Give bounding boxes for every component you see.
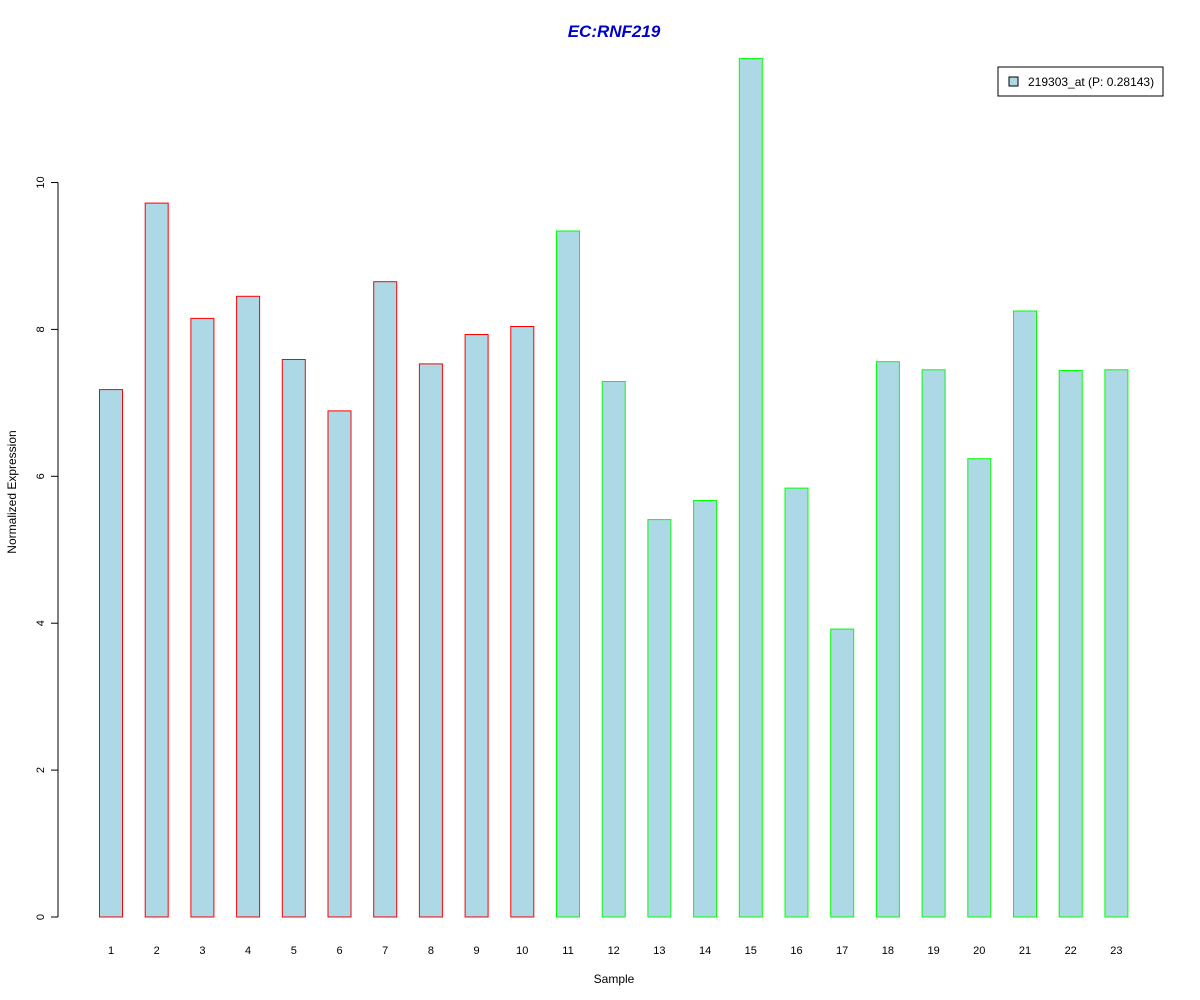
bar-sample-17 [830,628,855,918]
x-tick-label: 22 [1065,945,1077,957]
bar-sample-9 [464,334,489,918]
bar-sample-16 [784,487,809,918]
bar-sample-13 [647,519,672,918]
legend-box [997,66,1164,97]
bar-sample-12 [601,381,626,918]
bar-sample-7 [373,281,398,918]
bar-sample-20 [967,458,992,918]
bar-sample-6 [327,410,352,918]
bar-sample-21 [1013,310,1037,918]
y-axis-title: Normalized Expression [5,430,19,553]
x-tick-label: 3 [199,945,205,957]
bar-sample-10 [510,326,535,918]
legend-swatch [1008,76,1019,87]
y-tick-label: 4 [35,620,47,626]
bar-sample-4 [236,295,261,918]
legend: 219303_at (P: 0.28143) [997,66,1164,97]
x-tick-label: 21 [1019,945,1031,957]
x-tick-label: 1 [108,945,114,957]
x-tick-label: 17 [836,945,848,957]
bar-sample-5 [281,359,306,918]
x-tick-label: 16 [790,945,802,957]
bar-sample-1 [99,389,123,918]
bar-sample-19 [921,369,946,918]
x-tick-label: 7 [382,945,388,957]
x-tick-label: 20 [973,945,985,957]
x-tick-label: 6 [336,945,342,957]
x-tick-label: 4 [245,945,251,957]
x-tick-label: 14 [699,945,711,957]
x-tick-label: 8 [428,945,434,957]
bar-sample-11 [556,230,580,918]
bar-sample-3 [190,317,215,918]
x-tick-label: 19 [927,945,939,957]
bar-sample-14 [693,500,718,918]
x-tick-label: 15 [745,945,757,957]
bar-sample-23 [1104,369,1129,918]
y-tick-label: 0 [35,914,47,920]
bar-sample-18 [875,361,900,918]
x-tick-label: 13 [653,945,665,957]
x-tick-label: 11 [562,945,573,957]
x-tick-label: 9 [474,945,480,957]
y-axis: 0 2 4 6 8 10 [35,176,59,920]
x-tick-label: 5 [291,945,297,957]
y-tick-label: 10 [35,176,47,188]
legend-label: 219303_at (P: 0.28143) [1028,75,1154,89]
x-tick-label: 2 [154,945,160,957]
bar-sample-8 [418,363,443,918]
x-tick-labels: 1 2 3 4 5 6 7 8 9 10 11 12 13 14 15 16 17 18 19 20 21 22 23 [108,945,1123,957]
bar-sample-15 [738,57,763,918]
x-axis-title: Sample [594,972,635,986]
x-tick-label: 10 [516,945,528,957]
bars [99,57,1129,918]
x-tick-label: 18 [882,945,894,957]
y-tick-label: 2 [35,767,47,773]
y-tick-label: 6 [35,473,47,479]
x-tick-label: 12 [608,945,620,957]
x-tick-label: 23 [1110,945,1122,957]
y-tick-label: 8 [35,326,47,332]
chart-title: EC:RNF219 [568,22,661,41]
bar-sample-2 [144,202,169,918]
bar-sample-22 [1058,370,1083,918]
